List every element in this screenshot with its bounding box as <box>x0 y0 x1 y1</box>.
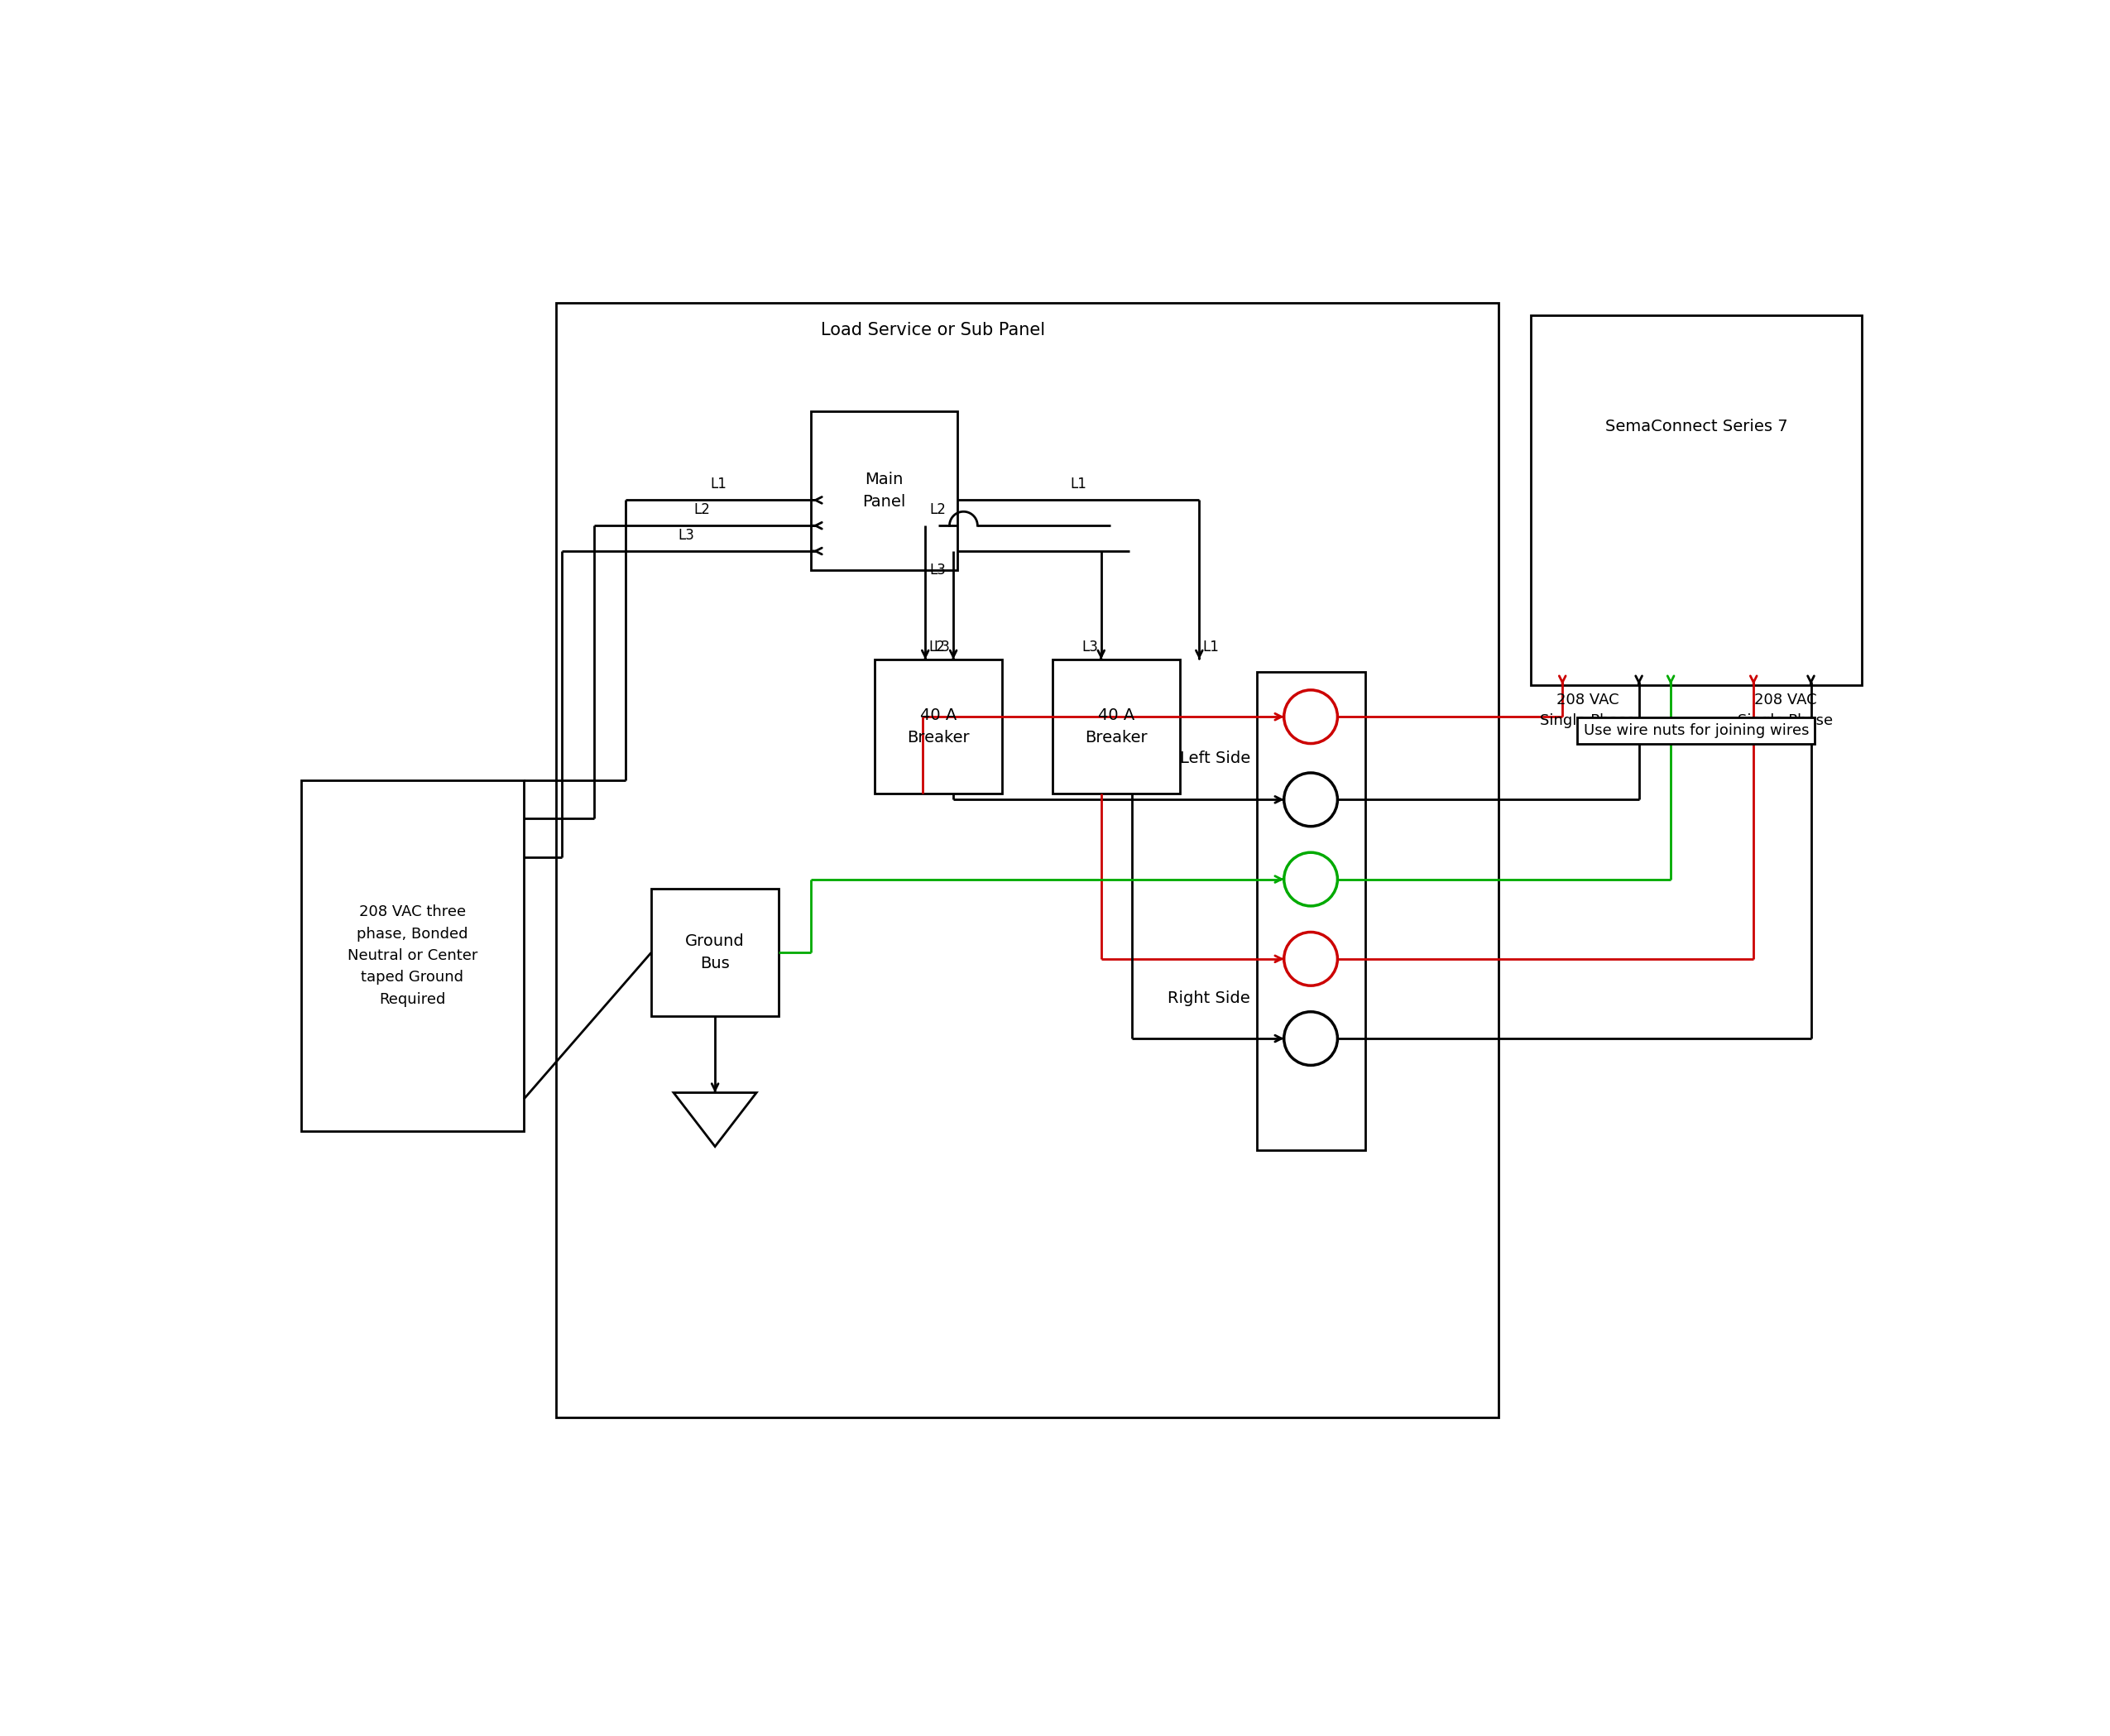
Text: L1: L1 <box>1070 477 1087 491</box>
Bar <box>874 660 1002 793</box>
Text: 40 A
Breaker: 40 A Breaker <box>907 708 968 745</box>
Circle shape <box>1285 773 1338 826</box>
Text: Right Side: Right Side <box>1167 991 1251 1007</box>
Text: Use wire nuts for joining wires: Use wire nuts for joining wires <box>1582 724 1808 738</box>
Text: Ground
Bus: Ground Bus <box>686 934 745 972</box>
Text: L3: L3 <box>1082 639 1097 654</box>
Circle shape <box>1285 689 1338 743</box>
Text: Load Service or Sub Panel: Load Service or Sub Panel <box>821 321 1044 339</box>
Text: SemaConnect Series 7: SemaConnect Series 7 <box>1606 418 1787 434</box>
Circle shape <box>1285 852 1338 906</box>
Text: 208 VAC three
phase, Bonded
Neutral or Center
taped Ground
Required: 208 VAC three phase, Bonded Neutral or C… <box>348 904 477 1007</box>
Text: 208 VAC
Single Phase: 208 VAC Single Phase <box>1739 693 1834 727</box>
Text: Left Side: Left Side <box>1179 750 1251 766</box>
Text: Main
Panel: Main Panel <box>863 472 905 509</box>
Circle shape <box>1285 1012 1338 1066</box>
Text: L3: L3 <box>677 528 694 543</box>
Circle shape <box>1285 932 1338 986</box>
Bar <box>1258 672 1365 1149</box>
Bar <box>810 411 958 569</box>
Text: L3: L3 <box>935 639 949 654</box>
Bar <box>652 889 779 1016</box>
Bar <box>302 781 523 1130</box>
Text: 208 VAC
Single Phase: 208 VAC Single Phase <box>1540 693 1635 727</box>
Text: L2: L2 <box>931 502 945 517</box>
Text: L2: L2 <box>694 502 711 517</box>
Bar <box>1053 660 1179 793</box>
Text: 40 A
Breaker: 40 A Breaker <box>1085 708 1148 745</box>
Text: L2: L2 <box>928 639 945 654</box>
Text: L1: L1 <box>709 477 726 491</box>
Bar <box>555 302 1498 1418</box>
Bar <box>1530 316 1861 686</box>
Text: L1: L1 <box>1203 639 1220 654</box>
Text: L3: L3 <box>931 562 945 578</box>
